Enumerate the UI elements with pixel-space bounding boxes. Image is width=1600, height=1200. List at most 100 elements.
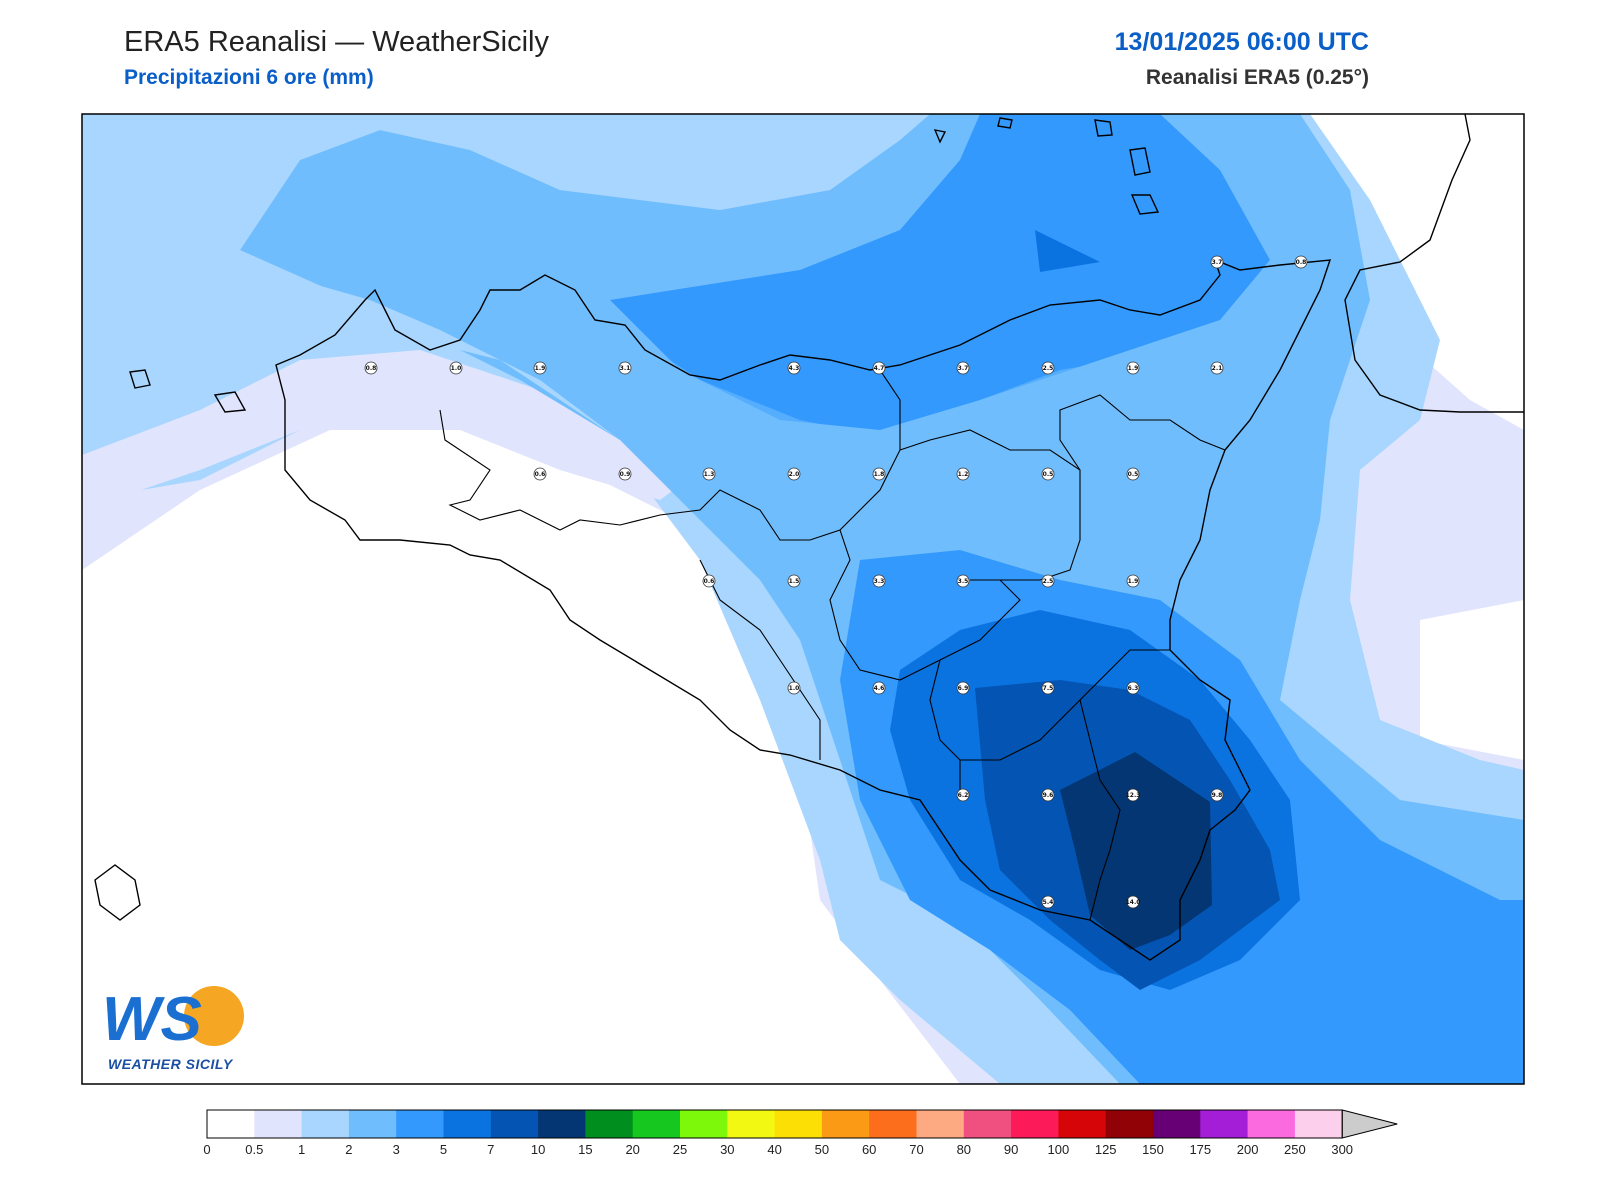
station-value: 0.9 [620, 471, 631, 478]
logo-caption: WEATHER SICILY [108, 1056, 233, 1072]
station-value: 3.7 [958, 365, 969, 372]
colorbar-extend-arrow [1341, 1109, 1398, 1139]
colorbar-cell [301, 1110, 350, 1138]
colorbar-cell [1105, 1110, 1154, 1138]
station-values: 3.7 0.8 0.8 1.0 1.9 3.1 4.3 4.7 3.7 2.5 1.9 2.1 0.6 0… [364, 255, 1308, 909]
station-value: 1.3 [704, 471, 715, 478]
coastline [94, 113, 1524, 961]
colorbar-tick-label: 40 [767, 1142, 781, 1157]
station-marker [787, 681, 801, 695]
colorbar-tick-label: 20 [625, 1142, 639, 1157]
station-marker [364, 361, 378, 375]
station-marker [1294, 255, 1308, 269]
colorbar-frame [206, 1109, 1343, 1139]
station-value: 0.8 [366, 365, 377, 372]
station-marker [1041, 467, 1055, 481]
station-value: 12.3 [1126, 792, 1141, 799]
station-value: 0.6 [535, 471, 546, 478]
colorbar-tick-label: 5 [440, 1142, 447, 1157]
station-marker [449, 361, 463, 375]
colorbar-tick-label: 80 [957, 1142, 971, 1157]
map-title: ERA5 Reanalisi — WeatherSicily [124, 26, 549, 58]
station-value: 14.0 [1126, 899, 1141, 906]
station-marker [1041, 361, 1055, 375]
colorbar-cell [727, 1110, 776, 1138]
colorbar-tick-label: 175 [1189, 1142, 1211, 1157]
station-marker [1126, 361, 1140, 375]
station-marker [956, 574, 970, 588]
station-marker [956, 681, 970, 695]
station-marker [1126, 574, 1140, 588]
station-value: 1.2 [958, 471, 969, 478]
colorbar-cell [821, 1110, 870, 1138]
colorbar-tick-label: 70 [909, 1142, 923, 1157]
station-marker [956, 361, 970, 375]
station-marker [1210, 255, 1224, 269]
station-marker [872, 361, 886, 375]
colorbar-tick-label: 2 [345, 1142, 352, 1157]
colorbar-cell [680, 1110, 728, 1138]
station-value: 0.5 [1128, 471, 1139, 478]
station-marker [1210, 788, 1224, 802]
colorbar-tick-label: 3 [393, 1142, 400, 1157]
colorbar-cell [1011, 1110, 1059, 1138]
station-value: 2.1 [1212, 365, 1223, 372]
colorbar-tick-label: 0.5 [245, 1142, 263, 1157]
province-boundaries [439, 369, 1226, 921]
svg-text:WS: WS [102, 985, 202, 1054]
station-marker [618, 361, 632, 375]
station-marker [533, 467, 547, 481]
colorbar-cell [254, 1110, 303, 1138]
station-value: 9.8 [1212, 792, 1223, 799]
valid-datetime: 13/01/2025 06:00 UTC [1114, 28, 1369, 56]
station-marker [956, 788, 970, 802]
station-marker [787, 574, 801, 588]
station-marker [1041, 574, 1055, 588]
station-marker [1041, 681, 1055, 695]
data-source: Reanalisi ERA5 (0.25°) [1145, 66, 1369, 89]
colorbar-tick-label: 300 [1331, 1142, 1353, 1157]
station-marker [872, 467, 886, 481]
station-value: 4.3 [789, 365, 800, 372]
station-value: 3.3 [874, 578, 885, 585]
colorbar-tick-label: 150 [1142, 1142, 1164, 1157]
station-marker [702, 574, 716, 588]
colorbar-cell [207, 1110, 255, 1138]
map-frame [81, 113, 1525, 1085]
station-marker [1210, 361, 1224, 375]
station-marker [1041, 895, 1055, 909]
colorbar-cell [538, 1110, 586, 1138]
station-value: 6.9 [958, 685, 969, 692]
station-marker [702, 467, 716, 481]
station-marker [872, 574, 886, 588]
station-value: 1.0 [451, 365, 462, 372]
station-marker [618, 467, 632, 481]
colorbar-cell [348, 1110, 397, 1138]
colorbar-cell [490, 1110, 539, 1138]
station-marker [1126, 467, 1140, 481]
colorbar-cell [1294, 1110, 1343, 1138]
colorbar-cell [963, 1110, 1012, 1138]
station-marker [872, 681, 886, 695]
colorbar-tick-label: 0 [203, 1142, 210, 1157]
station-value: 3.5 [958, 578, 969, 585]
colorbar-tick-label: 125 [1095, 1142, 1117, 1157]
station-value: 6.3 [1128, 685, 1139, 692]
station-marker [1126, 681, 1140, 695]
station-value: 1.9 [535, 365, 546, 372]
station-value: 1.9 [1128, 365, 1139, 372]
station-value: 6.2 [958, 792, 969, 799]
station-value: 3.7 [1212, 259, 1223, 266]
station-value: 4.6 [874, 685, 885, 692]
colorbar-cell [1247, 1110, 1296, 1138]
station-value: 4.7 [874, 365, 885, 372]
colorbar-tick-label: 60 [862, 1142, 876, 1157]
station-marker [533, 361, 547, 375]
colorbar-tick-label: 10 [531, 1142, 545, 1157]
station-marker [787, 361, 801, 375]
station-marker [1126, 895, 1140, 909]
map-subtitle: Precipitazioni 6 ore (mm) [124, 66, 374, 89]
colorbar-tick-label: 250 [1284, 1142, 1306, 1157]
